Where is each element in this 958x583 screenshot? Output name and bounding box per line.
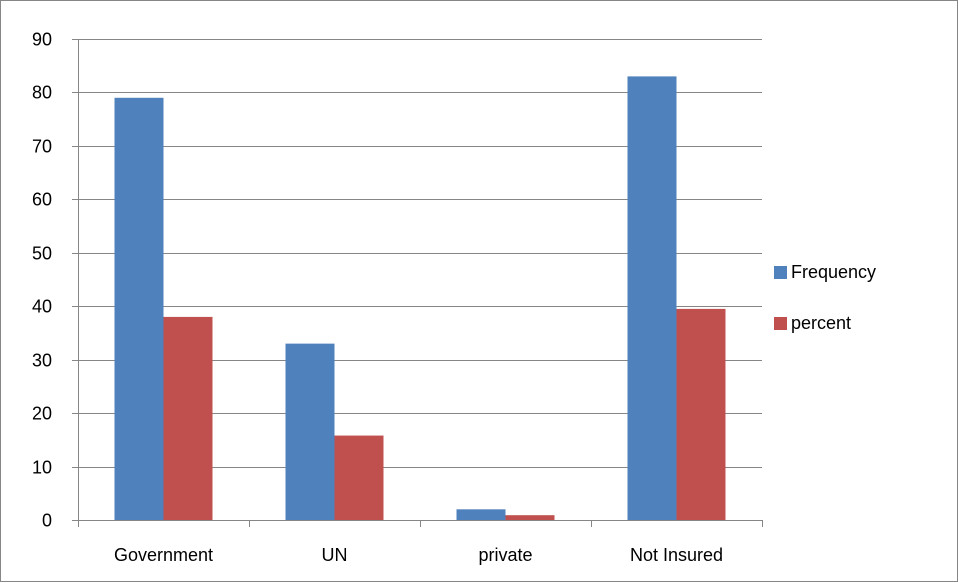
legend: Frequency percent	[774, 262, 876, 333]
y-tick-label: 0	[42, 511, 52, 531]
y-tick-label: 10	[32, 458, 52, 478]
bar-percent	[163, 316, 213, 520]
y-axis-tick-labels: 0 10 20 30 40 50 60 70 80 90	[32, 30, 52, 531]
y-tick-label: 50	[32, 244, 52, 264]
y-tick-label: 20	[32, 404, 52, 424]
y-tick-label: 70	[32, 137, 52, 157]
bar-percent	[676, 308, 726, 520]
y-tick-label: 60	[32, 190, 52, 210]
x-category-label: Not Insured	[630, 545, 723, 565]
legend-label: percent	[791, 313, 851, 333]
x-category-label: Government	[114, 545, 213, 565]
x-category-label: private	[478, 545, 532, 565]
bar-frequency	[285, 343, 335, 520]
legend-swatch	[774, 266, 787, 279]
legend-label: Frequency	[791, 262, 876, 282]
x-category-label: UN	[322, 545, 348, 565]
x-axis-category-labels: Government UN private Not Insured	[114, 545, 723, 565]
axes	[72, 39, 763, 527]
y-tick-label: 80	[32, 83, 52, 103]
y-tick-label: 30	[32, 351, 52, 371]
bars	[114, 76, 726, 521]
bar-frequency	[627, 76, 677, 521]
y-tick-label: 40	[32, 297, 52, 317]
bar-frequency	[114, 97, 164, 521]
bar-percent	[334, 435, 384, 520]
legend-swatch	[774, 317, 787, 330]
bar-frequency	[456, 509, 506, 520]
y-tick-label: 90	[32, 30, 52, 50]
bar-percent	[505, 515, 555, 520]
